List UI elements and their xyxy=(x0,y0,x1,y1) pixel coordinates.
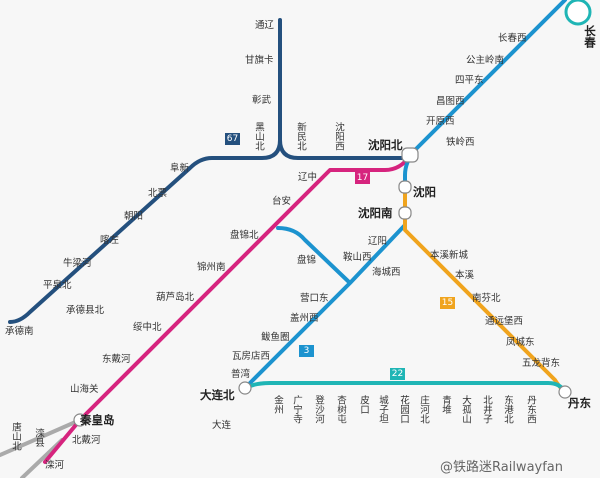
station-label: 朝阳 xyxy=(124,211,144,222)
hub-marker xyxy=(564,0,592,26)
hub-label: 沈阳北 xyxy=(368,138,403,152)
station-label: 南芬北 xyxy=(472,293,501,304)
station-label: 五龙背东 xyxy=(522,358,561,369)
station-label: 东戴河 xyxy=(102,354,131,365)
station-label: 昌图西 xyxy=(436,96,465,107)
hub-markers xyxy=(73,147,572,427)
hub-label: 大连北 xyxy=(200,388,235,402)
station-label: 北票 xyxy=(148,188,168,199)
station-label: 山海关 xyxy=(70,384,99,395)
station-label: 东港北 xyxy=(502,395,513,424)
station-label: 长春西 xyxy=(498,33,527,44)
station-label: 喀左 xyxy=(100,235,120,246)
station-label: 黑山北 xyxy=(253,122,264,151)
station-label: 鞍山西 xyxy=(343,252,372,263)
station-label: 牛梁河 xyxy=(63,258,92,269)
station-label: 台安 xyxy=(272,196,292,207)
station-label: 阜新 xyxy=(170,163,190,174)
station-label: 绥中北 xyxy=(133,322,162,333)
station-label: 新民北 xyxy=(295,122,306,151)
station-label: 登沙河 xyxy=(313,395,324,424)
station-label: 大连 xyxy=(212,420,232,431)
line-badge: 15 xyxy=(440,297,455,309)
hub-label: 长春 xyxy=(583,25,597,48)
line-grey xyxy=(0,418,82,478)
watermark: @铁路迷Railwayfan xyxy=(440,460,564,475)
station-label: 葫芦岛北 xyxy=(156,292,195,303)
station-label: 四平东 xyxy=(455,75,484,86)
line-67 xyxy=(8,18,407,324)
station-label: 海城西 xyxy=(372,267,401,278)
line-badge: 67 xyxy=(225,133,240,145)
station-label: 本溪新城 xyxy=(430,250,469,261)
station-label: 彰武 xyxy=(252,95,272,106)
station-label: 沈阳西 xyxy=(333,122,344,151)
station-label: 盖州西 xyxy=(290,313,319,324)
line-badge: 17 xyxy=(355,172,370,184)
line-22 xyxy=(243,381,567,394)
station-label: 通辽 xyxy=(255,20,275,31)
station-label: 广宁寺 xyxy=(291,395,302,424)
station-label: 开原西 xyxy=(426,116,455,127)
station-label: 庄河北 xyxy=(418,395,429,424)
station-label: 营口东 xyxy=(300,293,329,304)
line-badge: 3 xyxy=(299,345,314,357)
station-label: 甘旗卡 xyxy=(245,55,274,66)
station-label: 皮口 xyxy=(358,395,369,414)
station-label: 杏树屯 xyxy=(335,395,346,424)
station-label: 铁岭西 xyxy=(446,137,475,148)
station-label: 城子坦 xyxy=(377,395,388,424)
station-label: 滦县 xyxy=(33,428,44,447)
station-label: 盘锦北 xyxy=(230,230,259,241)
station-label: 通远堡西 xyxy=(485,316,524,327)
station-label: 唐山北 xyxy=(10,422,21,451)
station-label: 大孤山 xyxy=(460,395,471,424)
station-label: 丹东西 xyxy=(525,395,536,424)
hub-label: 沈阳南 xyxy=(358,206,393,220)
station-label: 锦州南 xyxy=(197,262,226,273)
station-label: 花园口 xyxy=(398,395,409,424)
station-label: 青堆 xyxy=(440,395,451,414)
station-label: 鲅鱼圈 xyxy=(261,332,290,343)
station-label: 北戴河 xyxy=(72,435,101,446)
station-label: 本溪 xyxy=(455,270,475,281)
station-label: 金州 xyxy=(272,395,283,414)
station-label: 辽中 xyxy=(298,172,318,183)
station-label: 凤城东 xyxy=(506,337,535,348)
station-label: 北井子 xyxy=(481,395,492,424)
station-label: 平泉北 xyxy=(43,280,72,291)
station-label: 承德南 xyxy=(5,326,34,337)
station-label: 瓦房店西 xyxy=(232,351,271,362)
station-label: 辽阳 xyxy=(368,236,388,247)
station-label: 盘锦 xyxy=(297,255,317,266)
station-label: 滦河 xyxy=(45,460,65,471)
hub-label: 秦皇岛 xyxy=(80,413,115,427)
station-label: 普湾 xyxy=(231,369,251,380)
line-badge: 22 xyxy=(390,368,405,380)
hub-label: 丹东 xyxy=(568,396,591,410)
hub-label: 沈阳 xyxy=(413,185,436,199)
station-label: 承德县北 xyxy=(66,305,105,316)
station-label: 公主岭南 xyxy=(466,55,505,66)
